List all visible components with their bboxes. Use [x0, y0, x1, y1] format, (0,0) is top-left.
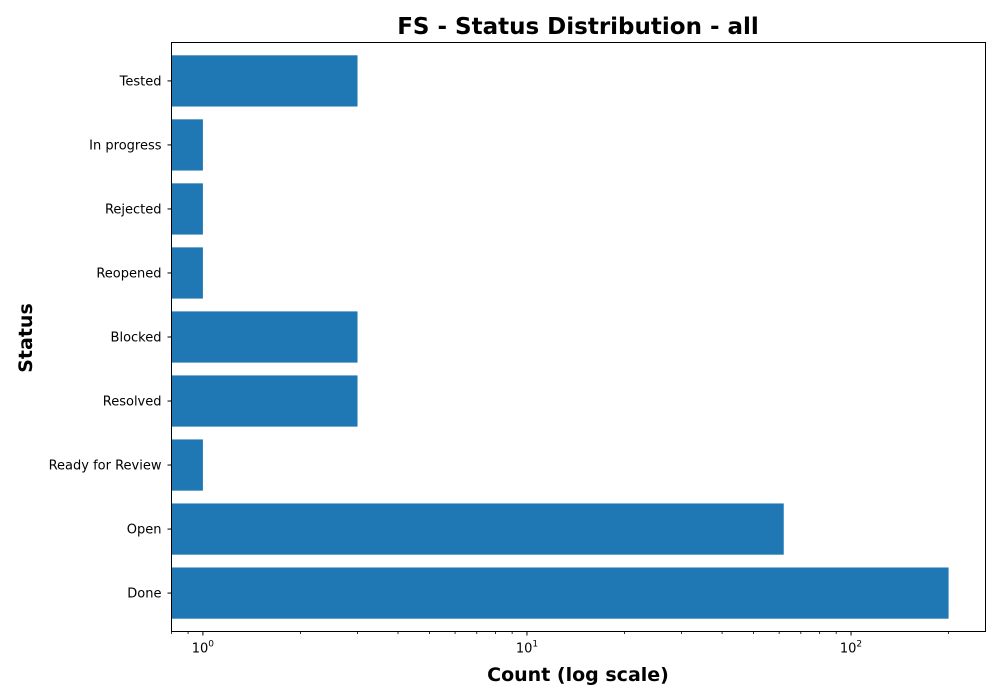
bar-done — [171, 567, 949, 619]
x-tick-label: 102 — [840, 640, 862, 657]
y-axis-label: Status — [15, 303, 37, 373]
y-tick-label: Reopened — [96, 266, 161, 281]
bar-resolved — [171, 375, 358, 427]
bar-blocked — [171, 311, 358, 363]
bar-tested — [171, 55, 358, 107]
y-tick-label: Resolved — [103, 395, 162, 410]
y-tick-label: Tested — [119, 74, 162, 89]
x-tick-label: 101 — [516, 640, 538, 657]
y-tick-label: In progress — [89, 138, 162, 153]
y-tick-label: Done — [127, 587, 161, 602]
bars-layer — [171, 55, 949, 619]
y-tick-label: Blocked — [111, 331, 162, 346]
x-tick-label: 100 — [192, 640, 215, 657]
y-tick-label: Open — [127, 523, 162, 538]
bar-reopened — [171, 247, 203, 299]
y-tick-label: Rejected — [105, 202, 162, 217]
bar-in-progress — [171, 119, 203, 171]
bar-open — [171, 503, 784, 555]
x-axis: 100 101 102 — [171, 631, 949, 657]
chart-title: FS - Status Distribution - all — [397, 14, 759, 40]
y-axis: Done Open Ready for Review Resolved Blocked R… — [49, 74, 172, 602]
y-tick-label: Ready for Review — [49, 459, 162, 474]
x-axis-label: Count (log scale) — [487, 664, 669, 686]
bar-ready-for-review — [171, 439, 203, 491]
bar-rejected — [171, 183, 203, 235]
